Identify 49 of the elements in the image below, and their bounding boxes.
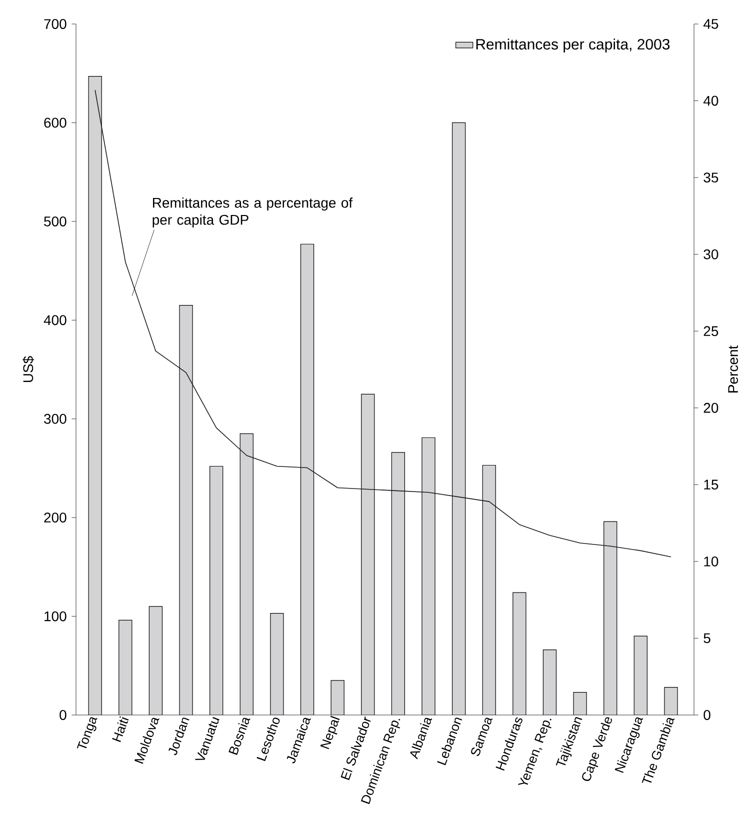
y-tick-label: 100 xyxy=(44,611,66,622)
x-tick-label: Samoa xyxy=(471,718,493,756)
y-tick-label: 0 xyxy=(60,710,66,720)
y-tick-label: 400 xyxy=(44,315,66,326)
y2-tick-label: 40 xyxy=(703,96,718,106)
bar xyxy=(392,452,405,715)
y2-tick-label: 5 xyxy=(704,633,710,644)
bar xyxy=(240,434,254,715)
y-tick-label: 200 xyxy=(44,512,66,523)
y-axis-title: US$ xyxy=(22,356,34,382)
y-tick-label: 600 xyxy=(44,118,66,128)
y2-tick-label: 25 xyxy=(704,326,718,336)
y2-tick-label: 10 xyxy=(704,556,718,566)
y-tick-label: 700 xyxy=(44,19,66,29)
y-tick-label: 300 xyxy=(44,414,66,424)
y2-tick-label: 35 xyxy=(704,172,718,183)
y2-tick-label: 15 xyxy=(704,480,718,490)
bar xyxy=(634,636,648,715)
x-tick-label: Albania xyxy=(410,718,432,760)
y2-tick-label: 30 xyxy=(704,249,718,260)
bar xyxy=(482,465,496,715)
x-tick-label: Jordan xyxy=(168,718,190,756)
bar xyxy=(543,650,556,715)
bar xyxy=(180,305,193,715)
bar xyxy=(88,76,102,715)
x-tick-label: Tonga xyxy=(76,717,98,748)
bar xyxy=(361,394,374,715)
bar xyxy=(270,613,284,715)
x-tick-label: Cape Verde xyxy=(582,717,612,781)
legend-label: Remittances per capita, 2003 xyxy=(476,38,670,53)
bar xyxy=(512,592,526,715)
bar xyxy=(422,438,436,715)
y-tick-label: 500 xyxy=(44,216,66,226)
text: Remittances as a percentage of per capita GDP xyxy=(152,198,353,228)
y2-tick-label: 0 xyxy=(704,710,710,720)
y2-tick-label: 20 xyxy=(704,402,718,413)
bar xyxy=(149,606,162,715)
x-tick-label: Nepal xyxy=(320,716,340,750)
x-tick-label: Bosnia xyxy=(228,718,250,756)
x-tick-label: Haiti xyxy=(112,716,129,742)
y2-tick-label: 45 xyxy=(703,19,718,29)
bar xyxy=(664,687,678,715)
bar xyxy=(331,680,344,715)
bar xyxy=(210,466,223,715)
bar xyxy=(118,620,132,715)
bar xyxy=(452,122,466,715)
bar xyxy=(604,522,617,715)
bar xyxy=(300,244,314,715)
y2-axis-title: Percent xyxy=(728,345,738,392)
